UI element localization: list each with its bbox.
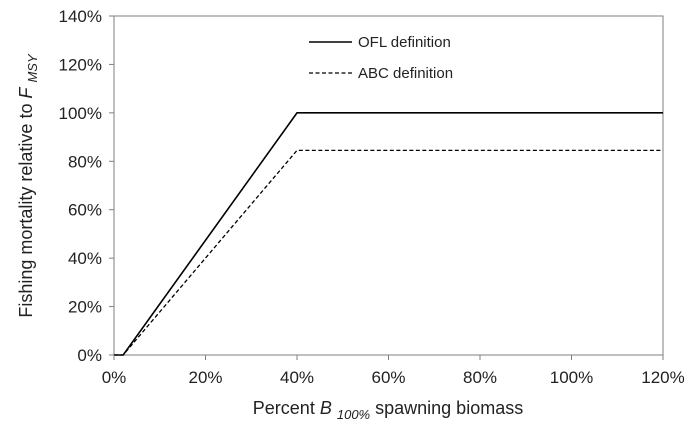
x-tick-label: 80% bbox=[463, 368, 497, 387]
series-line-abc bbox=[114, 149, 663, 356]
x-axis-label-suffix: spawning biomass bbox=[375, 398, 523, 418]
x-tick-label: 0% bbox=[102, 368, 127, 387]
x-axis-label-prefix: Percent bbox=[253, 398, 320, 418]
x-axis-label-subscript: 100% bbox=[337, 407, 370, 422]
y-axis-label-symbol: F bbox=[16, 87, 36, 99]
x-tick-label: 20% bbox=[188, 368, 222, 387]
legend: OFL definition ABC definition bbox=[309, 34, 453, 82]
x-tick-label: 120% bbox=[641, 368, 684, 387]
legend-label-ofl: OFL definition bbox=[358, 34, 451, 51]
axes: 0% 20% 40% 60% 80% 100% 120% 0% 20% 40% 60% 80% 100%… bbox=[59, 7, 685, 387]
y-axis-label-subscript: MSY bbox=[25, 53, 40, 83]
y-axis-label: Fishing mortality relative to F MSY bbox=[16, 53, 40, 318]
y-tick-label: 140% bbox=[59, 7, 102, 26]
y-tick-label: 0% bbox=[77, 346, 102, 365]
series-line-ofl bbox=[114, 112, 663, 356]
x-tick-label: 40% bbox=[280, 368, 314, 387]
y-tick-label: 80% bbox=[68, 152, 102, 171]
y-tick-label: 120% bbox=[59, 55, 102, 74]
y-axis-label-prefix: Fishing mortality relative to bbox=[16, 99, 36, 318]
series-layer bbox=[114, 112, 663, 356]
x-axis-label-symbol: B bbox=[320, 398, 332, 418]
x-tick-label: 100% bbox=[550, 368, 593, 387]
y-tick-label: 20% bbox=[68, 298, 102, 317]
x-tick-label: 60% bbox=[371, 368, 405, 387]
legend-label-abc: ABC definition bbox=[358, 65, 453, 82]
y-tick-label: 40% bbox=[68, 249, 102, 268]
y-tick-label: 60% bbox=[68, 201, 102, 220]
y-tick-label: 100% bbox=[59, 104, 102, 123]
x-axis-label: Percent B 100% spawning biomass bbox=[253, 398, 523, 423]
